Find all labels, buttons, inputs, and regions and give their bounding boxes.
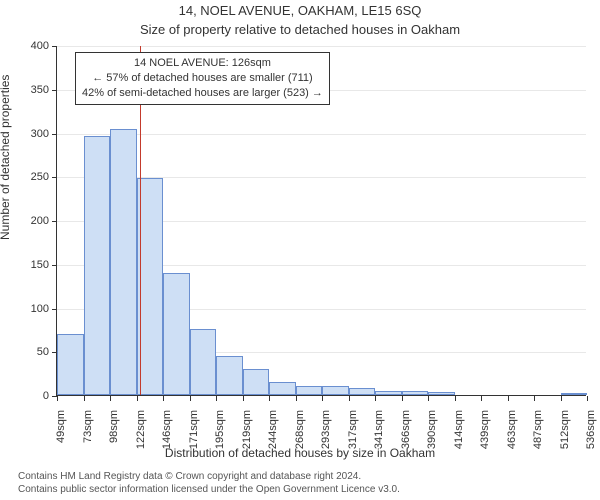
x-tick-label: 98sqm [108, 410, 120, 460]
y-tick-label: 300 [31, 128, 57, 140]
callout-line-2: ← 57% of detached houses are smaller (71… [82, 71, 323, 86]
gridline [57, 46, 586, 47]
x-tick [216, 396, 217, 401]
x-tick [322, 396, 323, 401]
x-tick [243, 396, 244, 401]
bar [216, 356, 243, 395]
x-tick-label: 390sqm [426, 410, 438, 460]
y-tick-label: 400 [31, 40, 57, 52]
footer-line-2: Contains public sector information licen… [18, 483, 400, 496]
x-tick [481, 396, 482, 401]
bar [402, 391, 429, 395]
x-tick [455, 396, 456, 401]
x-tick-label: 293sqm [320, 410, 332, 460]
x-tick [110, 396, 111, 401]
y-tick-label: 100 [31, 303, 57, 315]
x-tick [428, 396, 429, 401]
attribution-footer: Contains HM Land Registry data © Crown c… [18, 470, 400, 496]
x-tick [402, 396, 403, 401]
page-title-address: 14, NOEL AVENUE, OAKHAM, LE15 6SQ [0, 3, 600, 18]
bar [57, 334, 84, 395]
bar [190, 329, 217, 395]
y-axis-label: Number of detached properties [0, 75, 12, 240]
y-tick-label: 150 [31, 259, 57, 271]
y-tick-label: 50 [37, 346, 57, 358]
callout-line-3: 42% of semi-detached houses are larger (… [82, 86, 323, 101]
bar [163, 273, 190, 396]
bar [428, 392, 455, 395]
histogram-plot: 05010015020025030035040049sqm73sqm98sqm1… [56, 46, 586, 396]
x-tick-label: 366sqm [400, 410, 412, 460]
callout-box: 14 NOEL AVENUE: 126sqm← 57% of detached … [75, 52, 330, 105]
y-tick-label: 0 [43, 390, 57, 402]
x-tick [375, 396, 376, 401]
bar [269, 382, 296, 395]
bar [110, 129, 137, 395]
x-tick [534, 396, 535, 401]
x-tick-label: 317sqm [347, 410, 359, 460]
x-tick-label: 49sqm [55, 410, 67, 460]
x-tick-label: 73sqm [82, 410, 94, 460]
x-tick [137, 396, 138, 401]
x-tick [163, 396, 164, 401]
page-subtitle: Size of property relative to detached ho… [0, 22, 600, 37]
x-tick-label: 244sqm [267, 410, 279, 460]
bar [349, 388, 376, 395]
x-tick-label: 414sqm [453, 410, 465, 460]
y-tick-label: 200 [31, 215, 57, 227]
bar [375, 391, 402, 395]
x-tick-label: 268sqm [294, 410, 306, 460]
bar [322, 386, 349, 395]
footer-line-1: Contains HM Land Registry data © Crown c… [18, 470, 400, 483]
x-tick-label: 487sqm [532, 410, 544, 460]
y-tick-label: 250 [31, 171, 57, 183]
x-tick-label: 195sqm [214, 410, 226, 460]
x-tick-label: 122sqm [135, 410, 147, 460]
x-tick [296, 396, 297, 401]
x-tick [561, 396, 562, 401]
bar [84, 136, 111, 395]
x-tick-label: 146sqm [161, 410, 173, 460]
x-tick [190, 396, 191, 401]
y-tick-label: 350 [31, 84, 57, 96]
plot-area: 05010015020025030035040049sqm73sqm98sqm1… [56, 46, 586, 396]
bar [296, 386, 323, 395]
x-tick-label: 512sqm [559, 410, 571, 460]
callout-line-1: 14 NOEL AVENUE: 126sqm [82, 56, 323, 71]
x-tick-label: 219sqm [241, 410, 253, 460]
bar [243, 369, 270, 395]
x-tick-label: 463sqm [506, 410, 518, 460]
x-tick-label: 341sqm [373, 410, 385, 460]
x-tick [508, 396, 509, 401]
x-tick [57, 396, 58, 401]
x-tick [349, 396, 350, 401]
bar [561, 393, 588, 395]
x-tick-label: 439sqm [479, 410, 491, 460]
x-tick [84, 396, 85, 401]
x-tick-label: 171sqm [188, 410, 200, 460]
x-tick-label: 536sqm [585, 410, 597, 460]
x-tick [269, 396, 270, 401]
x-tick [587, 396, 588, 401]
